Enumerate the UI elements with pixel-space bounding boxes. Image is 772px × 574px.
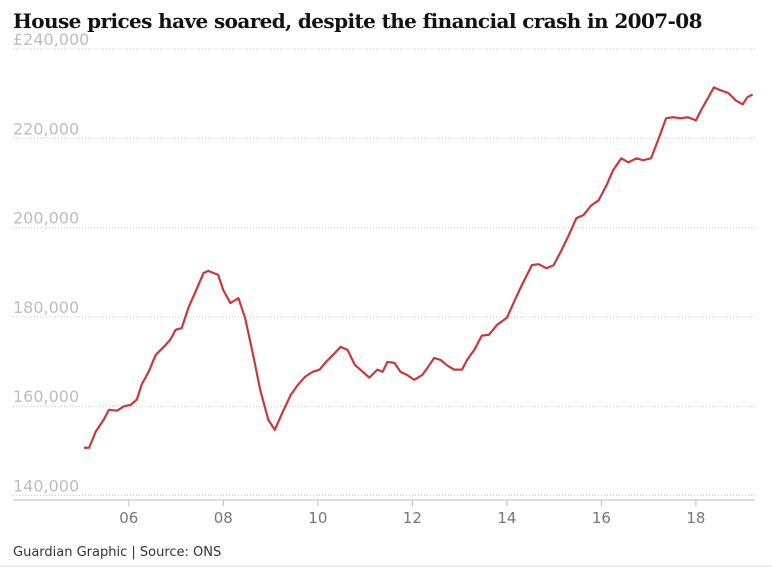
x-tick-label: 14 [497,509,516,527]
x-tick-label: 18 [686,509,705,527]
source: Guardian Graphic | Source: ONS [13,545,221,560]
x-tick-label: 06 [119,509,138,527]
x-tick-label: 12 [403,509,422,527]
chart-title: House prices have soared, despite the fi… [13,9,702,33]
y-tick-label: 160,000 [13,387,79,406]
x-tick-label: 08 [214,509,233,527]
y-tick-label: 140,000 [13,477,79,496]
y-tick-label: £240,000 [13,30,89,49]
y-tick-label: 220,000 [13,119,79,138]
line [83,86,754,449]
x-tick-label: 10 [308,509,327,527]
y-tick-label: 180,000 [13,298,79,317]
y-tick-label: 200,000 [13,209,79,228]
x-tick-label: 16 [592,509,611,527]
